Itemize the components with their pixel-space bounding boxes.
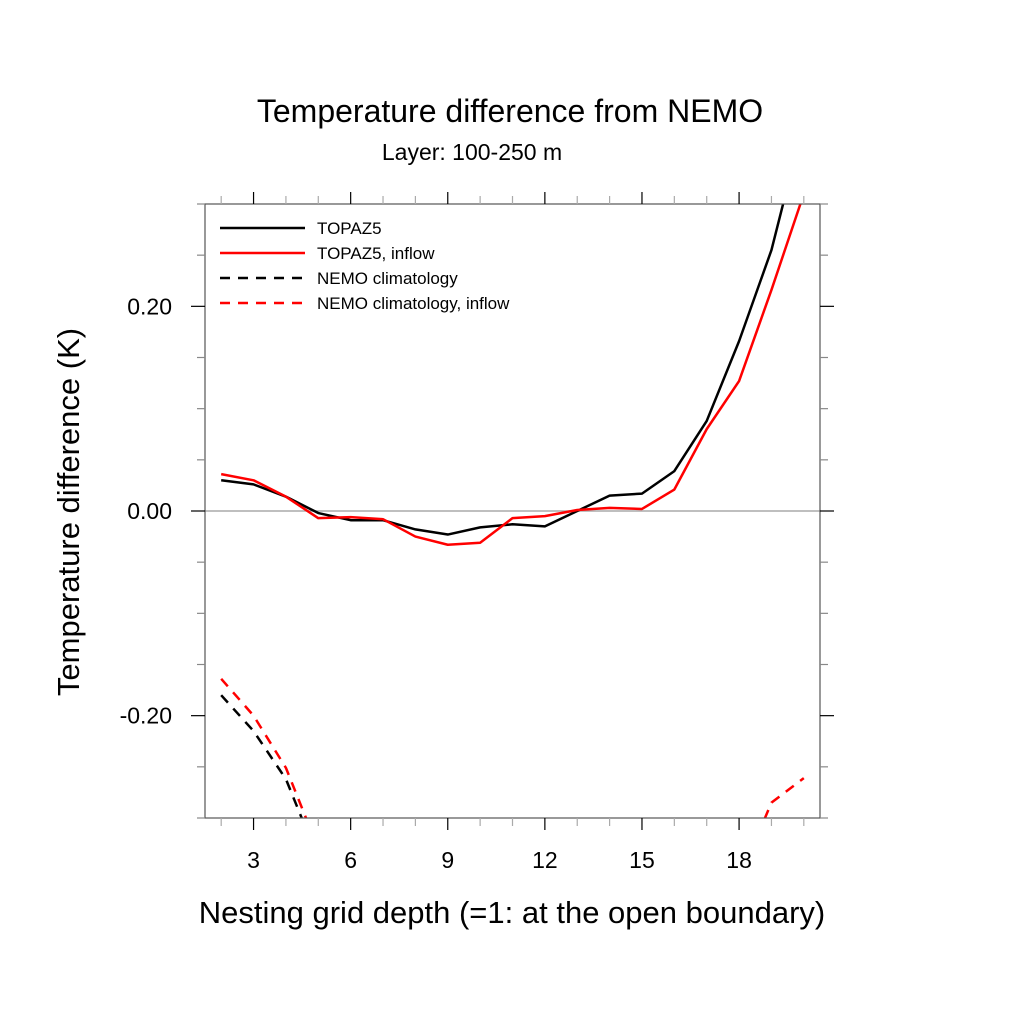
chart-title: Temperature difference from NEMO [257,93,763,129]
series-line-3 [220,678,805,818]
y-tick-label: 0.20 [127,293,172,319]
x-tick-label: 12 [532,847,558,873]
legend-label-0: TOPAZ5 [317,219,382,238]
series-line-0 [221,204,785,536]
legend-label-1: TOPAZ5, inflow [317,244,435,263]
x-axis-label: Nesting grid depth (=1: at the open boun… [199,895,825,930]
x-tick-label: 15 [629,847,655,873]
x-tick-label: 6 [344,847,357,873]
legend-label-2: NEMO climatology [317,269,458,288]
x-tick-label: 3 [247,847,260,873]
y-tick-label: -0.20 [120,703,172,729]
y-axis-label: Temperature difference (K) [51,328,86,696]
y-tick-label: 0.00 [127,498,172,524]
legend: TOPAZ5 TOPAZ5, inflow NEMO climatology NEMO… [220,219,510,313]
chart-subtitle: Layer: 100-250 m [382,139,562,165]
x-tick-label: 18 [726,847,752,873]
series-line-1 [220,204,802,547]
series-line-2 [220,694,304,818]
legend-label-3: NEMO climatology, inflow [317,294,510,313]
x-tick-label: 9 [441,847,454,873]
